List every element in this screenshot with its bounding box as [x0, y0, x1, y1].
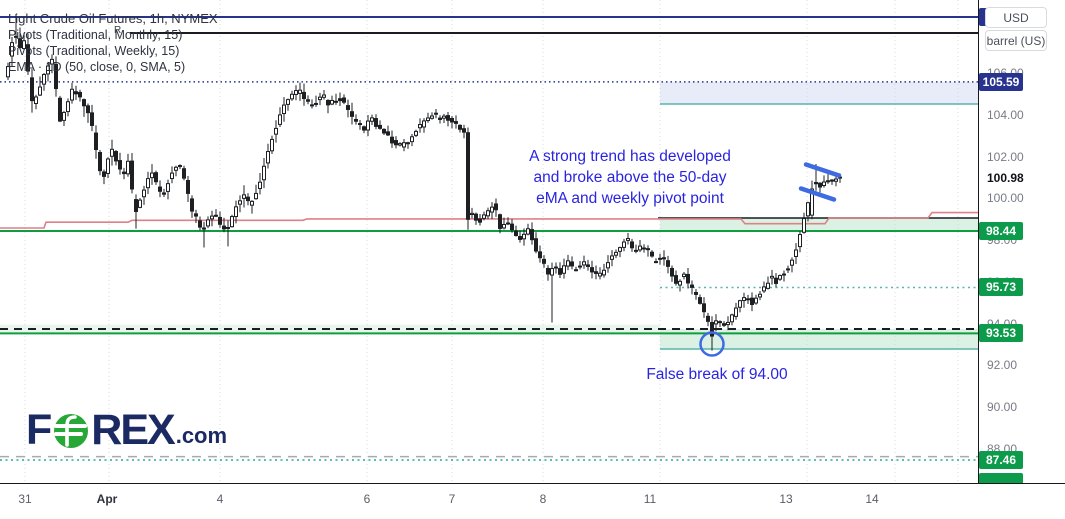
- legend-symbol[interactable]: Light Crude Oil Futures, 1h, NYMEX: [8, 11, 218, 26]
- time-tick-label: Apr: [96, 492, 118, 506]
- contract-unit-button[interactable]: barrel (US): [985, 30, 1047, 51]
- price-badge-unlabeled: [979, 473, 1023, 483]
- price-badge-87.46: 87.46: [979, 450, 1023, 469]
- price-badge-95.73: 95.73: [979, 278, 1023, 297]
- time-axis[interactable]: 31 Apr 4 6 7 8 11 13 14: [0, 483, 1065, 519]
- trend-annotation-line2: and broke above the 50-day: [533, 169, 727, 186]
- logo-f: F: [26, 406, 52, 454]
- price-tick-label: 104.00: [987, 108, 1024, 122]
- price-axis-separator: [978, 0, 979, 519]
- price-badge-105.59: 105.59: [979, 72, 1023, 91]
- chart-canvas[interactable]: [0, 0, 978, 483]
- price-axis[interactable]: USD barrel (US) 106.00104.00102.00100.00…: [979, 0, 1065, 483]
- trend-annotation-line3: eMA and weekly pivot point: [536, 190, 724, 207]
- trend-annotation-line1: A strong trend has developed: [529, 148, 731, 165]
- price-tick-label: 100.00: [987, 191, 1024, 206]
- price-badge-93.53: 93.53: [979, 324, 1023, 343]
- flag-trendline-2: [798, 186, 837, 202]
- time-tick-label: 11: [643, 492, 657, 506]
- time-tick-label: 14: [865, 492, 879, 506]
- time-tick-label: 4: [216, 492, 224, 506]
- last-price-label: 100.98: [987, 170, 1024, 185]
- time-tick-label: 6: [363, 492, 371, 506]
- logo-globe-icon: [52, 412, 90, 455]
- price-tick-label: 102.00: [987, 149, 1024, 164]
- false-break-circle: [699, 331, 725, 357]
- price-badge-98.44: 98.44: [979, 221, 1023, 240]
- chart-legend: Light Crude Oil Futures, 1h, NYMEX Pivot…: [8, 11, 218, 75]
- price-tick-label: 90.00: [987, 399, 1018, 414]
- time-tick-label: 31: [18, 492, 32, 506]
- logo-com: .com: [175, 423, 228, 448]
- forex-com-logo: F REX .com: [26, 409, 227, 455]
- trend-annotation: A strong trend has developed and broke a…: [499, 146, 761, 209]
- false-break-annotation: False break of 94.00: [646, 366, 788, 383]
- legend-pivots-monthly[interactable]: Pivots (Traditional, Monthly, 15): [8, 28, 183, 42]
- ema-line: [0, 211, 978, 229]
- time-tick-label: 13: [779, 492, 793, 506]
- time-tick-label: 8: [539, 492, 547, 506]
- legend-pivots-weekly[interactable]: Pivots (Traditional, Weekly, 15): [8, 44, 180, 58]
- time-tick-label: 7: [448, 492, 456, 506]
- pivot-r-line-label: R: [114, 25, 122, 36]
- price-tick-label: 92.00: [987, 358, 1018, 373]
- legend-ema[interactable]: EMA · 1D (50, close, 0, SMA, 5): [8, 60, 186, 74]
- currency-unit-button[interactable]: USD: [985, 7, 1047, 28]
- logo-rex: REX: [91, 406, 175, 454]
- flag-trendline-1: [803, 162, 842, 178]
